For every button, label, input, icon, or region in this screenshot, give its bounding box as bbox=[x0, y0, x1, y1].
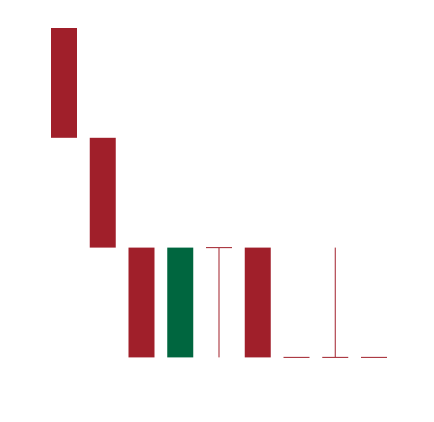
candle-3 bbox=[128, 247, 155, 358]
candle-body bbox=[167, 247, 194, 358]
candle-2 bbox=[89, 137, 116, 248]
candle-1 bbox=[51, 28, 77, 138]
candle-5 bbox=[206, 247, 232, 358]
candle-8 bbox=[322, 247, 349, 358]
candle-body bbox=[244, 247, 271, 358]
candle-body bbox=[51, 28, 77, 138]
candle-body bbox=[89, 137, 116, 248]
candle-4 bbox=[167, 247, 194, 358]
candle-body bbox=[128, 247, 155, 358]
candle-6 bbox=[244, 247, 271, 358]
